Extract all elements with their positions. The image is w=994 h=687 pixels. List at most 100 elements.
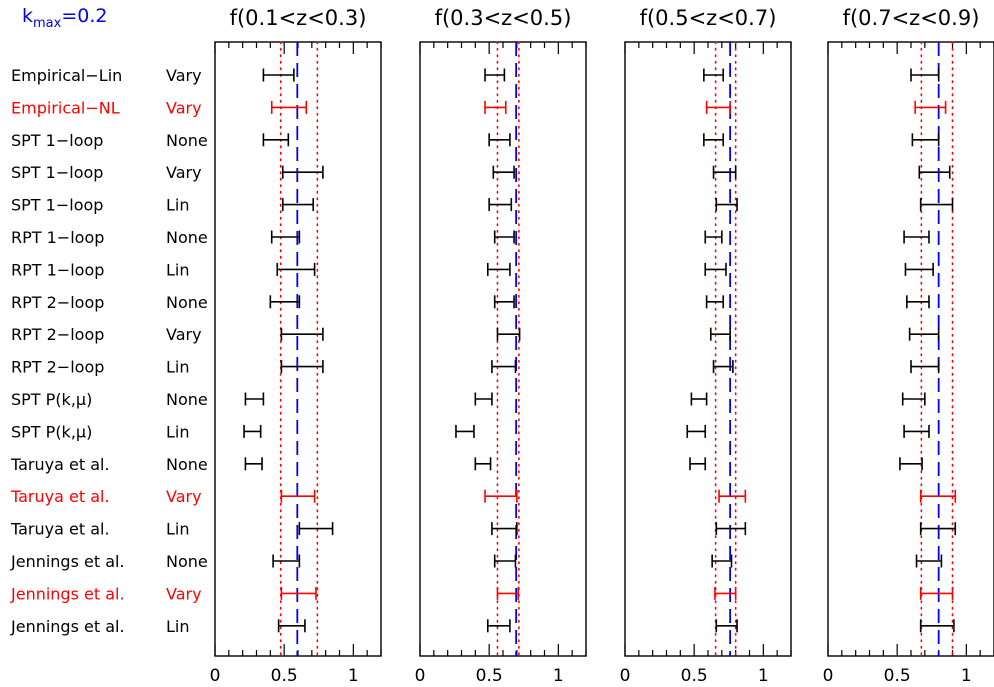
panels: f(0.1<z<0.3)0 0.5 1f(0.3<z<0.5)0 0.5 1f(0.5<… — [210, 6, 994, 686]
error-bar — [270, 100, 308, 114]
row-bias-label: None — [166, 228, 208, 247]
x-tick-label: 0.5 — [681, 666, 708, 686]
error-bar — [493, 230, 515, 244]
error-bar — [711, 554, 733, 568]
row-label: RPT 1−loop Lin — [11, 260, 190, 279]
error-bar — [484, 100, 507, 114]
row-method-label: Taruya et al. — [10, 520, 110, 539]
error-bar — [919, 489, 957, 503]
x-tick-label: 1 — [348, 666, 359, 686]
kmax-label: kmax=0.2 — [22, 5, 107, 31]
error-bar — [715, 619, 738, 633]
error-bar — [712, 360, 734, 374]
row-bias-label: Lin — [166, 617, 190, 636]
panel-frame — [419, 41, 587, 657]
x-tick-label: 1 — [553, 666, 564, 686]
error-bar — [908, 327, 940, 341]
error-bar — [455, 424, 475, 438]
row-bias-label: Vary — [166, 66, 202, 85]
error-bar — [712, 165, 737, 179]
x-tick-label: 0.5 — [271, 666, 298, 686]
error-bar — [899, 457, 923, 471]
row-method-label: Empirical−NL — [11, 98, 120, 117]
error-bar — [715, 198, 738, 212]
x-tick-label: 0 — [210, 666, 221, 686]
error-bar — [486, 619, 511, 633]
error-bar — [484, 68, 506, 82]
error-bar — [243, 424, 262, 438]
error-bar — [280, 327, 324, 341]
error-bar — [269, 295, 301, 309]
error-bar — [703, 68, 725, 82]
row-bias-label: None — [166, 390, 208, 409]
error-bar — [280, 360, 324, 374]
error-bar — [705, 100, 731, 114]
row-bias-label: Lin — [166, 520, 190, 539]
row-label: Jennings et al. Lin — [10, 617, 190, 636]
row-label: SPT P(k,μ) Lin — [11, 422, 190, 441]
error-bar — [474, 392, 493, 406]
row-method-label: Jennings et al. — [10, 584, 125, 603]
error-bar — [496, 586, 520, 600]
error-bar — [491, 522, 518, 536]
error-bar — [903, 230, 930, 244]
row-bias-label: None — [166, 293, 208, 312]
row-label: SPT 1−loop Vary — [11, 163, 202, 182]
row-label: Jennings et al. Vary — [10, 584, 202, 603]
error-bar — [277, 619, 306, 633]
row-label: RPT 2−loop Vary — [11, 325, 202, 344]
error-bar — [270, 230, 301, 244]
panel-3: f(0.5<z<0.7) 0 0.5 1 — [620, 6, 792, 686]
panel-title: f(0.1<z<0.3) — [230, 6, 367, 30]
error-bar — [493, 554, 517, 568]
row-method-label: SPT P(k,μ) — [11, 390, 92, 409]
panel-title: f(0.5<z<0.7) — [640, 6, 777, 30]
row-method-label: SPT 1−loop — [11, 196, 103, 215]
row-method-label: Taruya et al. — [10, 487, 110, 506]
x-tick-label: 1 — [961, 666, 972, 686]
row-label: SPT 1−loop Lin — [11, 196, 190, 215]
error-bar — [488, 198, 513, 212]
panel-frame — [624, 41, 792, 657]
error-bar — [272, 554, 301, 568]
panel-frame — [827, 41, 994, 657]
row-label: RPT 2−loop Lin — [11, 358, 190, 377]
row-method-label: Empirical−Lin — [11, 66, 122, 85]
error-bar — [281, 198, 315, 212]
error-bar — [918, 165, 951, 179]
error-bar — [903, 424, 930, 438]
x-tick-label: 0 — [415, 666, 426, 686]
row-bias-label: None — [166, 131, 208, 150]
error-bar — [904, 262, 934, 276]
x-tick-label: 0 — [823, 666, 834, 686]
error-bar — [484, 489, 518, 503]
panel-1: f(0.1<z<0.3) 0 0.5 1 — [210, 6, 382, 686]
error-bar — [919, 522, 957, 536]
row-label: Taruya et al. Vary — [10, 487, 202, 506]
row-method-label: Jennings et al. — [10, 617, 125, 636]
row-bias-label: None — [166, 552, 208, 571]
error-bar — [262, 133, 290, 147]
row-bias-label: Vary — [166, 584, 202, 603]
error-bar — [244, 392, 265, 406]
error-bar — [709, 327, 731, 341]
panel-4: f(0.7<z<0.9) 0 0.5 1 — [823, 6, 994, 686]
row-bias-label: Vary — [166, 325, 202, 344]
error-bar — [906, 295, 930, 309]
row-bias-label: Lin — [166, 358, 190, 377]
row-bias-label: Lin — [166, 260, 190, 279]
error-bar — [915, 554, 943, 568]
row-method-label: RPT 2−loop — [11, 293, 104, 312]
error-bar — [298, 522, 334, 536]
panel-2: f(0.3<z<0.5) 0 0.5 1 — [415, 6, 587, 686]
error-bar — [910, 360, 940, 374]
error-bar — [689, 457, 707, 471]
error-bar — [491, 360, 517, 374]
error-bar — [704, 262, 727, 276]
error-bar — [280, 586, 317, 600]
row-method-label: Jennings et al. — [10, 552, 125, 571]
error-bar — [690, 392, 708, 406]
error-bar — [686, 424, 707, 438]
row-method-label: RPT 1−loop — [11, 228, 104, 247]
